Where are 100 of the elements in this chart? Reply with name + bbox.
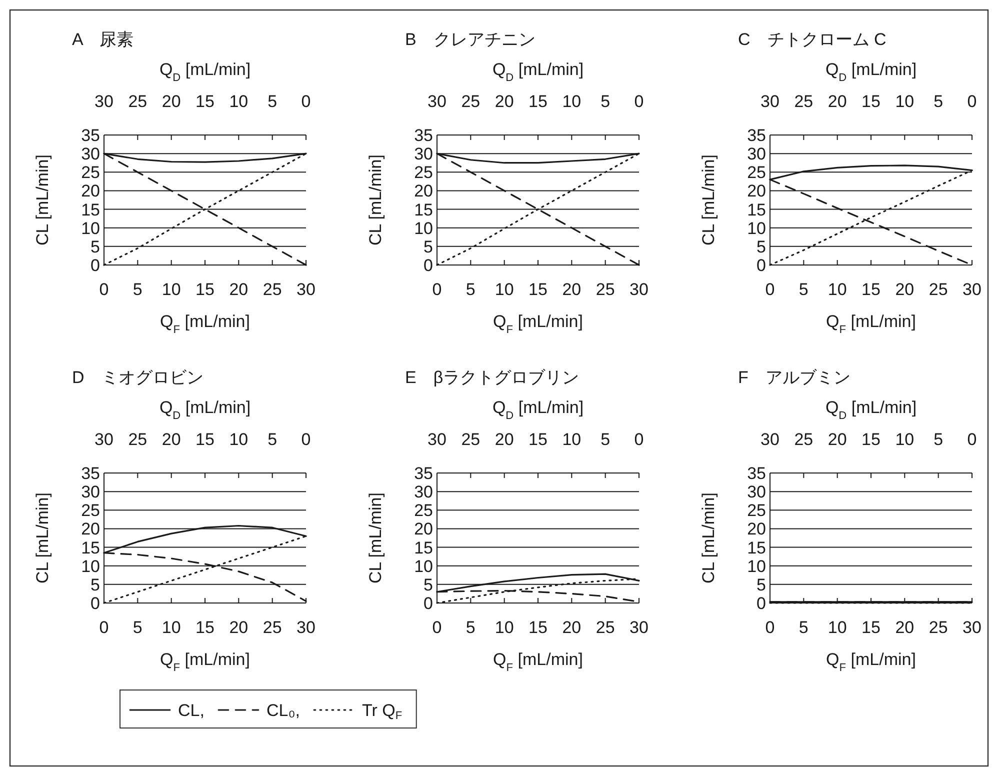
- x-axis-title: Q$_{F}$ [mL/min]: [160, 650, 250, 674]
- y-axis-title: CL [mL/min]: [699, 154, 718, 246]
- x2-axis-title: Q$_{D}$ [mL/min]: [825, 60, 917, 84]
- x2-tick-label: 20: [494, 430, 514, 449]
- x-tick-label: 30: [630, 618, 648, 637]
- x2-tick-label: 20: [494, 92, 514, 111]
- chart-title: E βラクトグロブリン: [405, 368, 580, 387]
- x-tick-label: 20: [895, 618, 914, 637]
- x2-tick-label: 5: [268, 92, 278, 111]
- y-axis-title: CL [mL/min]: [699, 492, 718, 584]
- x-tick-label: 5: [798, 618, 808, 637]
- legend-label: Tr Q$_{F}$: [362, 700, 402, 722]
- y-tick-label: 25: [414, 500, 433, 520]
- x-axis-title: Q$_{F}$ [mL/min]: [826, 312, 916, 336]
- x-tick-label: 5: [466, 618, 476, 637]
- y-tick-label: 5: [756, 574, 766, 594]
- chart-title: A 尿素: [72, 30, 134, 49]
- chart-title: D ミオグロビン: [72, 368, 204, 387]
- y-tick-label: 25: [747, 500, 766, 520]
- y-tick-label: 15: [747, 200, 766, 219]
- x-tick-label: 30: [962, 618, 982, 637]
- x2-tick-label: 5: [600, 92, 610, 111]
- y-tick-label: 25: [81, 162, 100, 182]
- x2-axis-title: Q$_{D}$ [mL/min]: [492, 398, 584, 422]
- y-tick-label: 20: [414, 519, 433, 538]
- x2-tick-label: 5: [600, 430, 610, 449]
- y-axis-title: CL [mL/min]: [33, 154, 52, 246]
- y-tick-label: 25: [747, 162, 766, 182]
- y-tick-label: 15: [747, 538, 766, 557]
- y-axis-title: CL [mL/min]: [33, 492, 52, 584]
- y-tick-label: 30: [414, 144, 433, 164]
- x2-tick-label: 15: [862, 92, 880, 111]
- y-tick-label: 0: [90, 594, 100, 612]
- x-tick-label: 20: [562, 618, 582, 637]
- x2-tick-label: 0: [634, 92, 644, 111]
- y-tick-label: 20: [747, 519, 766, 538]
- y-tick-label: 0: [756, 594, 766, 612]
- x-tick-label: 5: [466, 280, 476, 299]
- x2-tick-label: 10: [895, 92, 914, 111]
- y-tick-label: 0: [756, 256, 766, 274]
- x-tick-label: 25: [596, 280, 615, 299]
- x-axis-title: Q$_{F}$ [mL/min]: [493, 650, 583, 674]
- x-tick-label: 10: [828, 280, 847, 299]
- x-tick-label: 5: [132, 618, 142, 637]
- y-tick-label: 10: [747, 218, 766, 238]
- y-tick-label: 35: [81, 464, 100, 482]
- x2-tick-label: 25: [461, 92, 480, 111]
- x2-tick-label: 20: [828, 430, 847, 449]
- y-tick-label: 0: [90, 256, 100, 274]
- x2-tick-label: 5: [934, 430, 944, 449]
- y-tick-label: 30: [414, 482, 433, 502]
- y-tick-label: 0: [424, 256, 433, 274]
- x2-tick-label: 15: [196, 430, 214, 449]
- x-axis-title: Q$_{F}$ [mL/min]: [160, 312, 250, 336]
- x-tick-label: 15: [528, 618, 548, 637]
- x2-tick-label: 0: [634, 430, 644, 449]
- x-tick-label: 15: [862, 618, 880, 637]
- x-tick-label: 15: [196, 618, 214, 637]
- x-tick-label: 30: [630, 280, 648, 299]
- y-tick-label: 15: [81, 538, 100, 557]
- x2-tick-label: 20: [162, 430, 181, 449]
- y-tick-label: 30: [81, 144, 100, 164]
- x2-tick-label: 20: [162, 92, 181, 111]
- y-tick-label: 20: [81, 519, 100, 538]
- x-tick-label: 15: [528, 280, 548, 299]
- x-tick-label: 25: [262, 280, 282, 299]
- y-axis-title: CL [mL/min]: [366, 492, 385, 584]
- x-axis-title: Q$_{F}$ [mL/min]: [493, 312, 583, 336]
- x-tick-label: 25: [596, 618, 615, 637]
- y-tick-label: 20: [81, 181, 100, 200]
- x-tick-label: 15: [196, 280, 214, 299]
- x2-tick-label: 25: [128, 430, 148, 449]
- y-tick-label: 15: [81, 200, 100, 219]
- y-tick-label: 15: [414, 538, 433, 557]
- x2-axis-title: Q$_{D}$ [mL/min]: [159, 60, 251, 84]
- x-tick-label: 25: [262, 618, 282, 637]
- x-tick-label: 25: [928, 618, 948, 637]
- y-tick-label: 25: [81, 500, 100, 520]
- y-tick-label: 5: [424, 236, 433, 256]
- y-axis-title: CL [mL/min]: [366, 154, 385, 246]
- x2-axis-title: Q$_{D}$ [mL/min]: [159, 398, 251, 422]
- x-tick-label: 10: [494, 618, 514, 637]
- x2-tick-label: 0: [301, 430, 311, 449]
- x-tick-label: 30: [296, 618, 316, 637]
- y-tick-label: 20: [747, 181, 766, 200]
- y-tick-label: 10: [81, 218, 100, 238]
- x2-tick-label: 15: [196, 92, 214, 111]
- x-tick-label: 25: [928, 280, 948, 299]
- x2-tick-label: 25: [794, 92, 814, 111]
- x-tick-label: 30: [962, 280, 982, 299]
- x-tick-label: 30: [296, 280, 316, 299]
- y-tick-label: 5: [424, 574, 433, 594]
- y-tick-label: 35: [747, 126, 766, 144]
- y-tick-label: 35: [414, 464, 433, 482]
- x2-tick-label: 10: [229, 430, 248, 449]
- x-tick-label: 5: [132, 280, 142, 299]
- x2-tick-label: 15: [528, 430, 548, 449]
- chart-title: F アルブミン: [738, 368, 850, 387]
- y-tick-label: 15: [414, 200, 433, 219]
- x-tick-label: 20: [562, 280, 582, 299]
